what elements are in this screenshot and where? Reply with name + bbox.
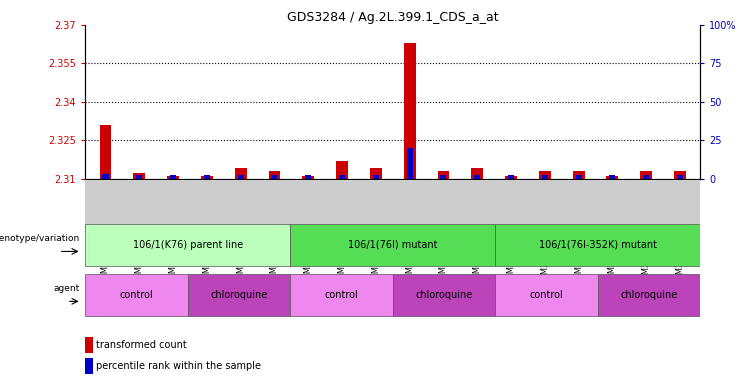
Bar [471, 168, 483, 179]
Bar [102, 174, 108, 179]
Bar [576, 175, 582, 179]
Bar [440, 175, 447, 179]
Text: 106/1(76I) mutant: 106/1(76I) mutant [348, 240, 437, 250]
Bar [235, 168, 247, 179]
Bar [167, 176, 179, 179]
Text: control: control [325, 290, 359, 300]
Bar [508, 175, 514, 179]
Bar [336, 161, 348, 179]
Bar [643, 175, 649, 179]
Bar [640, 171, 652, 179]
Bar [170, 175, 176, 179]
Bar [339, 175, 345, 179]
Bar [393, 273, 495, 316]
Bar [268, 171, 280, 179]
Bar [539, 171, 551, 179]
Text: chloroquine: chloroquine [620, 290, 677, 300]
Title: GDS3284 / Ag.2L.399.1_CDS_a_at: GDS3284 / Ag.2L.399.1_CDS_a_at [287, 11, 499, 24]
Bar [674, 171, 686, 179]
Bar [474, 175, 480, 179]
Text: control: control [119, 290, 153, 300]
Bar [204, 175, 210, 179]
Bar [302, 176, 314, 179]
Bar [133, 174, 145, 179]
Text: genotype/variation: genotype/variation [0, 234, 80, 243]
Bar [85, 337, 93, 353]
Bar [99, 125, 111, 179]
Text: control: control [530, 290, 563, 300]
Bar [677, 175, 683, 179]
Bar [495, 223, 700, 266]
Text: chloroquine: chloroquine [210, 290, 268, 300]
Bar [271, 175, 277, 179]
Bar [201, 176, 213, 179]
Text: transformed count: transformed count [96, 340, 187, 350]
Bar [373, 175, 379, 179]
Bar [606, 176, 618, 179]
Bar [85, 358, 93, 374]
Text: 106/1(K76) parent line: 106/1(K76) parent line [133, 240, 243, 250]
Bar [542, 175, 548, 179]
Bar [187, 273, 290, 316]
Bar [136, 175, 142, 179]
Bar [573, 171, 585, 179]
Bar [404, 43, 416, 179]
Text: percentile rank within the sample: percentile rank within the sample [96, 361, 262, 371]
Bar [85, 223, 290, 266]
Bar [598, 273, 700, 316]
Bar [370, 168, 382, 179]
Text: 106/1(76I-352K) mutant: 106/1(76I-352K) mutant [539, 240, 657, 250]
Text: chloroquine: chloroquine [416, 290, 473, 300]
Bar [290, 223, 495, 266]
Bar [305, 175, 311, 179]
Bar [495, 273, 598, 316]
Bar [437, 171, 449, 179]
Text: agent: agent [53, 284, 80, 293]
Bar [609, 175, 616, 179]
Bar [290, 273, 393, 316]
Bar [407, 148, 413, 179]
Bar [505, 176, 517, 179]
Bar [238, 175, 244, 179]
Bar [85, 273, 187, 316]
